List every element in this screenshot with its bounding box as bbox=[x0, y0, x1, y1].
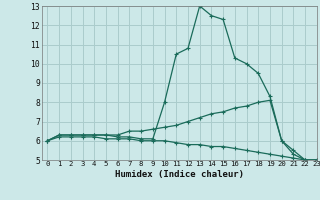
X-axis label: Humidex (Indice chaleur): Humidex (Indice chaleur) bbox=[115, 170, 244, 179]
